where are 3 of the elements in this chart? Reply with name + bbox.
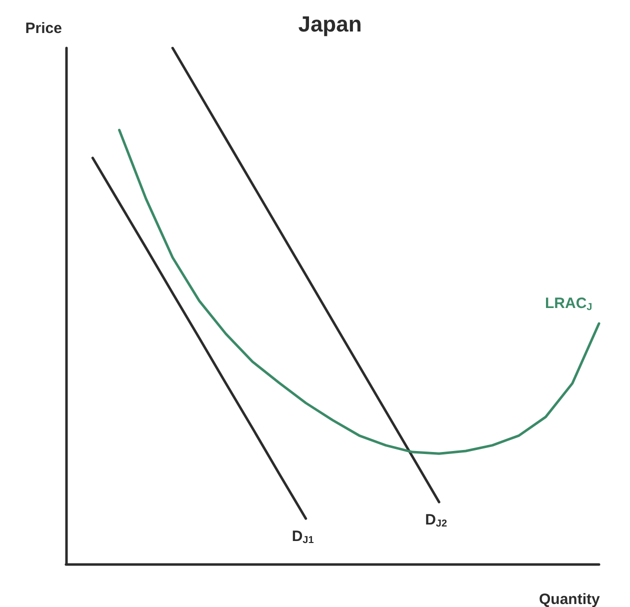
x-axis-title: Quantity: [539, 591, 600, 607]
chart-title: Japan: [298, 12, 362, 36]
y-axis-title: Price: [25, 20, 62, 37]
